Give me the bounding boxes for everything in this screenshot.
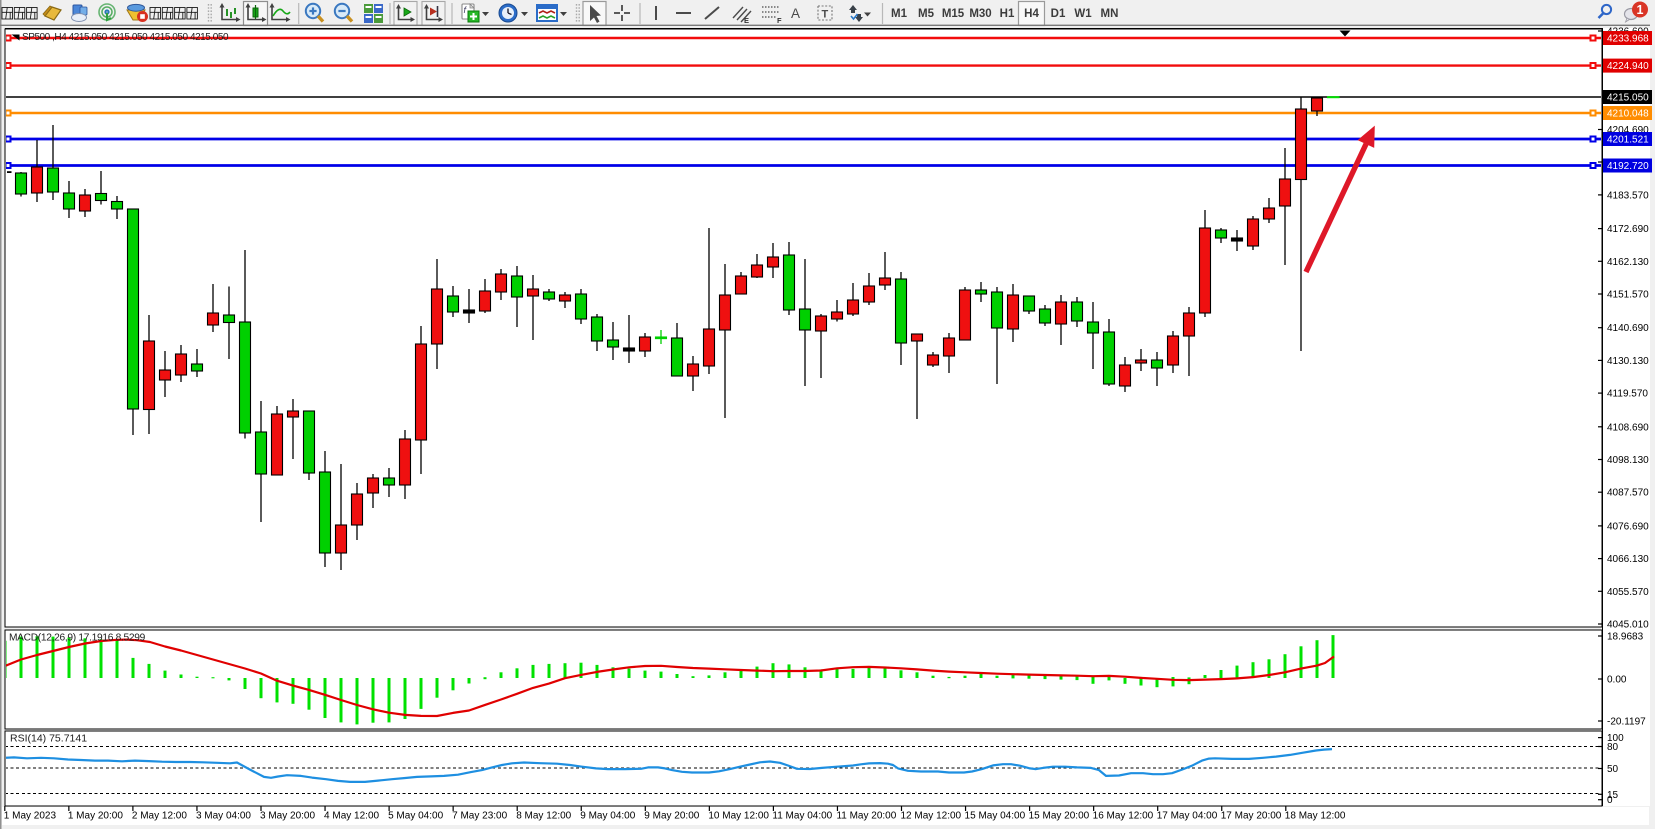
svg-text:10 May 12:00: 10 May 12:00: [708, 811, 769, 822]
svg-text:15 May 20:00: 15 May 20:00: [1029, 811, 1090, 822]
svg-text:4172.690: 4172.690: [1607, 224, 1649, 235]
svg-text:4162.130: 4162.130: [1607, 257, 1649, 268]
svg-text:4192.720: 4192.720: [1607, 161, 1649, 172]
svg-text:18.9683: 18.9683: [1607, 632, 1644, 643]
svg-text:1 May 20:00: 1 May 20:00: [68, 811, 123, 822]
svg-text:2 May 12:00: 2 May 12:00: [132, 811, 187, 822]
svg-text:80: 80: [1607, 742, 1619, 753]
svg-text:16 May 12:00: 16 May 12:00: [1093, 811, 1154, 822]
svg-text:f: f: [464, 5, 468, 15]
svg-text:H4: H4: [1024, 8, 1039, 20]
svg-text:18 May 12:00: 18 May 12:00: [1285, 811, 1346, 822]
svg-text:4098.130: 4098.130: [1607, 455, 1649, 466]
svg-text:4151.570: 4151.570: [1607, 290, 1649, 301]
svg-text:9 May 20:00: 9 May 20:00: [644, 811, 699, 822]
svg-text:4108.690: 4108.690: [1607, 422, 1649, 433]
svg-text:17 May 20:00: 17 May 20:00: [1221, 811, 1282, 822]
svg-text:0.00: 0.00: [1607, 675, 1627, 686]
svg-text:100: 100: [1607, 733, 1624, 744]
svg-text:1: 1: [1637, 3, 1644, 17]
svg-text:-20.1197: -20.1197: [1607, 717, 1646, 728]
svg-text:T: T: [822, 9, 829, 21]
svg-text:15 May 04:00: 15 May 04:00: [965, 811, 1026, 822]
svg-text:M15: M15: [942, 8, 965, 20]
svg-text:3 May 20:00: 3 May 20:00: [260, 811, 315, 822]
svg-text:1 May 2023: 1 May 2023: [4, 811, 57, 822]
svg-text:W1: W1: [1074, 8, 1092, 20]
svg-text:4076.690: 4076.690: [1607, 521, 1649, 532]
svg-text:15: 15: [1607, 790, 1619, 801]
svg-text:MACD(12,26,9) 17.1916 8.5299: MACD(12,26,9) 17.1916 8.5299: [9, 633, 146, 644]
svg-text:4224.940: 4224.940: [1607, 61, 1649, 72]
svg-text:4204.690: 4204.690: [1607, 125, 1649, 136]
svg-text:4119.570: 4119.570: [1607, 389, 1648, 400]
svg-text:M30: M30: [969, 8, 991, 20]
svg-text:12 May 12:00: 12 May 12:00: [901, 811, 962, 822]
svg-text:M5: M5: [918, 8, 935, 20]
svg-text:E: E: [744, 16, 749, 25]
svg-text:4055.570: 4055.570: [1607, 587, 1649, 598]
svg-text:17 May 04:00: 17 May 04:00: [1157, 811, 1218, 822]
svg-text:4 May 12:00: 4 May 12:00: [324, 811, 379, 822]
svg-text:M1: M1: [891, 8, 908, 20]
svg-text:50: 50: [1607, 764, 1619, 775]
svg-text:4130.130: 4130.130: [1607, 356, 1649, 367]
svg-text:4201.521: 4201.521: [1607, 135, 1649, 146]
svg-text:8 May 12:00: 8 May 12:00: [516, 811, 571, 822]
svg-text:F: F: [777, 16, 782, 25]
svg-text:4215.050: 4215.050: [1607, 93, 1649, 104]
svg-text:4233.968: 4233.968: [1607, 34, 1649, 45]
svg-text:4183.570: 4183.570: [1607, 190, 1649, 201]
svg-text:H1: H1: [1000, 8, 1015, 20]
svg-text:11 May 04:00: 11 May 04:00: [772, 811, 832, 822]
svg-text:RSI(14) 75.7141: RSI(14) 75.7141: [10, 733, 87, 745]
svg-text:4045.010: 4045.010: [1607, 620, 1649, 631]
svg-text:4066.130: 4066.130: [1607, 554, 1649, 565]
svg-text:7 May 23:00: 7 May 23:00: [452, 811, 507, 822]
svg-text:11 May 20:00: 11 May 20:00: [836, 811, 896, 822]
svg-text:9 May 04:00: 9 May 04:00: [580, 811, 635, 822]
svg-text:D1: D1: [1051, 8, 1066, 20]
svg-text:3 May 04:00: 3 May 04:00: [196, 811, 251, 822]
svg-text:SP500 ,H4 4215.050 4215.050 4: SP500 ,H4 4215.050 4215.050 4215.050 421…: [22, 32, 229, 43]
svg-text:4087.570: 4087.570: [1607, 488, 1649, 499]
svg-text:4140.690: 4140.690: [1607, 323, 1649, 334]
svg-text:0: 0: [1607, 795, 1613, 806]
svg-text:MN: MN: [1101, 8, 1119, 20]
svg-text:5 May 04:00: 5 May 04:00: [388, 811, 443, 822]
svg-text:4210.048: 4210.048: [1607, 109, 1649, 120]
svg-text:A: A: [791, 6, 800, 21]
